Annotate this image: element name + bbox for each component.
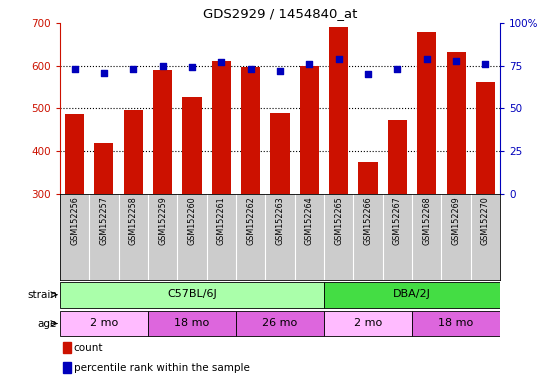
Point [100,70,109,76]
Bar [236,311,324,336]
Bar [388,121,407,322]
Text: GSM152261: GSM152261 [217,197,226,245]
Point [451,58,460,64]
Text: GSM152269: GSM152269 [451,197,460,245]
Text: GSM152263: GSM152263 [276,197,284,245]
Title: GDS2929 / 1454840_at: GDS2929 / 1454840_at [203,7,357,20]
Text: GSM152265: GSM152265 [334,197,343,245]
Point [305,61,314,67]
Bar [412,311,500,336]
Text: GSM152257: GSM152257 [100,197,109,245]
Point [246,66,255,72]
Bar [212,61,231,322]
Text: 26 mo: 26 mo [263,318,297,328]
Text: 2 mo: 2 mo [354,318,382,328]
Text: 18 mo: 18 mo [438,318,474,328]
Text: GSM152259: GSM152259 [158,197,167,245]
Bar [183,96,202,322]
Bar [270,113,290,322]
Bar [329,27,348,322]
Text: GSM152266: GSM152266 [363,197,372,245]
Bar [324,282,500,308]
Text: GSM152270: GSM152270 [481,197,490,245]
Bar [63,342,71,353]
Text: strain: strain [27,290,57,300]
Text: GSM152258: GSM152258 [129,197,138,245]
Bar [241,67,260,322]
Text: count: count [74,343,103,353]
Point [188,65,197,71]
Text: 2 mo: 2 mo [90,318,118,328]
Bar [124,110,143,322]
Point [217,59,226,65]
Bar [60,311,148,336]
Text: age: age [38,318,57,329]
Bar [300,66,319,322]
Point [422,56,431,62]
Point [158,63,167,69]
Point [363,71,372,78]
Text: GSM152268: GSM152268 [422,197,431,245]
Point [276,68,284,74]
Bar [148,311,236,336]
Bar [476,81,495,322]
Bar [446,52,465,322]
Text: DBA/2J: DBA/2J [393,289,431,299]
Text: 18 mo: 18 mo [174,318,209,328]
Bar [65,114,84,322]
Point [481,61,490,67]
Point [70,66,79,72]
Bar [95,143,114,322]
Text: GSM152260: GSM152260 [188,197,197,245]
Bar [63,362,71,373]
Bar [60,282,324,308]
Point [129,66,138,72]
Point [334,56,343,62]
Text: percentile rank within the sample: percentile rank within the sample [74,363,250,373]
Text: GSM152256: GSM152256 [70,197,79,245]
Bar [153,70,172,322]
Bar [358,162,377,322]
Text: GSM152267: GSM152267 [393,197,402,245]
Text: GSM152264: GSM152264 [305,197,314,245]
Text: GSM152262: GSM152262 [246,197,255,245]
Bar [324,311,412,336]
Bar [417,32,436,322]
Point [393,66,402,72]
Text: C57BL/6J: C57BL/6J [167,289,217,299]
